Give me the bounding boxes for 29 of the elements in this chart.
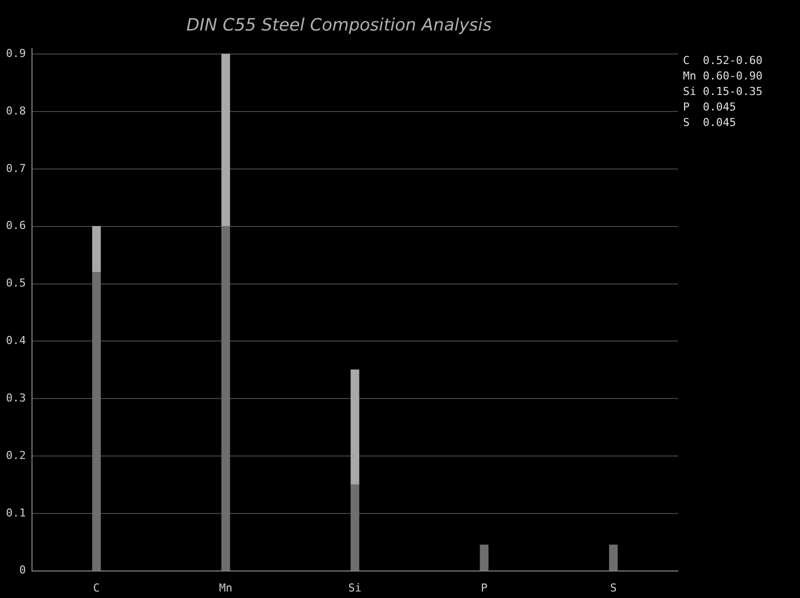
text: P 0.045	[683, 100, 736, 114]
x-tick-label: Si	[348, 581, 362, 594]
bar	[480, 544, 488, 571]
x-tick-label: S	[610, 581, 617, 594]
y-tick-label: 0	[19, 564, 26, 577]
x-tick-label: Mn	[219, 581, 232, 594]
bar	[221, 54, 230, 227]
y-tick-label: 0.2	[6, 448, 26, 462]
text: Si 0.15-0.35	[683, 84, 762, 98]
bar	[350, 484, 360, 571]
text: C 0.52-0.60	[683, 54, 762, 67]
y-tick-label: 0.8	[6, 104, 26, 118]
x-tick-label: P	[480, 581, 488, 594]
bar	[92, 226, 101, 273]
y-tick-label: 0.7	[6, 162, 26, 175]
bar	[92, 272, 101, 571]
y-tick-label: 0.5	[6, 276, 26, 290]
y-tick-label: 0.1	[6, 506, 26, 520]
x-tick-label: C	[93, 581, 100, 594]
y-tick-label: 0.6	[6, 219, 26, 232]
text: Mn 0.60-0.90	[683, 69, 762, 82]
y-tick-label: 0.3	[6, 391, 26, 404]
y-tick-label: 0.9	[6, 47, 26, 60]
bar	[350, 370, 360, 486]
bar	[221, 226, 230, 571]
bar	[609, 544, 618, 571]
y-tick-label: 0.4	[6, 334, 26, 348]
chart-title: DIN C55 Steel Composition Analysis	[186, 16, 492, 36]
text: S 0.045	[683, 116, 736, 129]
